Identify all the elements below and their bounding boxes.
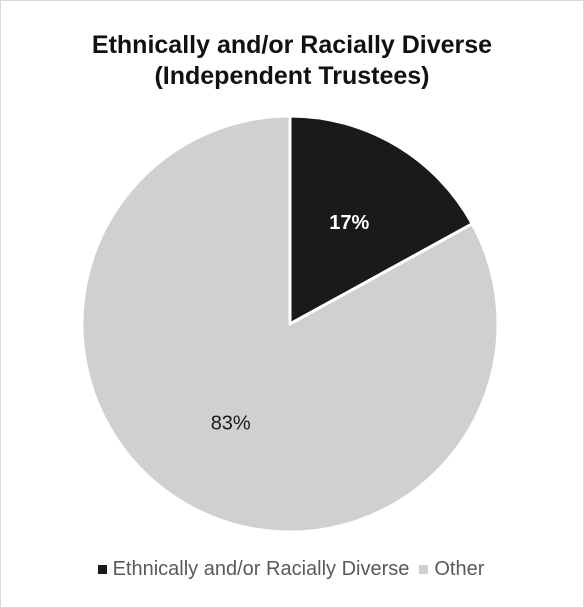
legend-label-other: Other [434,558,485,580]
data-label-diverse: 17% [329,212,369,234]
chart-legend: Ethnically and/or Racially Diverse Other [0,558,582,581]
chart-title-line-2: (Independent Trustees) [154,62,430,90]
chart-title: Ethnically and/or Racially Diverse (Inde… [1,30,583,92]
legend-item-diverse: Ethnically and/or Racially Diverse [97,558,410,581]
pie-slice-other [80,114,500,534]
pie-slice-diverse [288,114,474,326]
legend-swatch-diverse [97,565,107,574]
pie-data-labels: 17% 83% [211,212,370,435]
chart-title-line-1: Ethnically and/or Racially Diverse [91,31,493,59]
legend-label-diverse: Ethnically and/or Racially Diverse [112,558,410,580]
legend-swatch-other [419,565,429,574]
data-label-other: 83% [211,413,251,435]
pie-slices [80,114,500,534]
legend-item-other: Other [419,558,484,581]
